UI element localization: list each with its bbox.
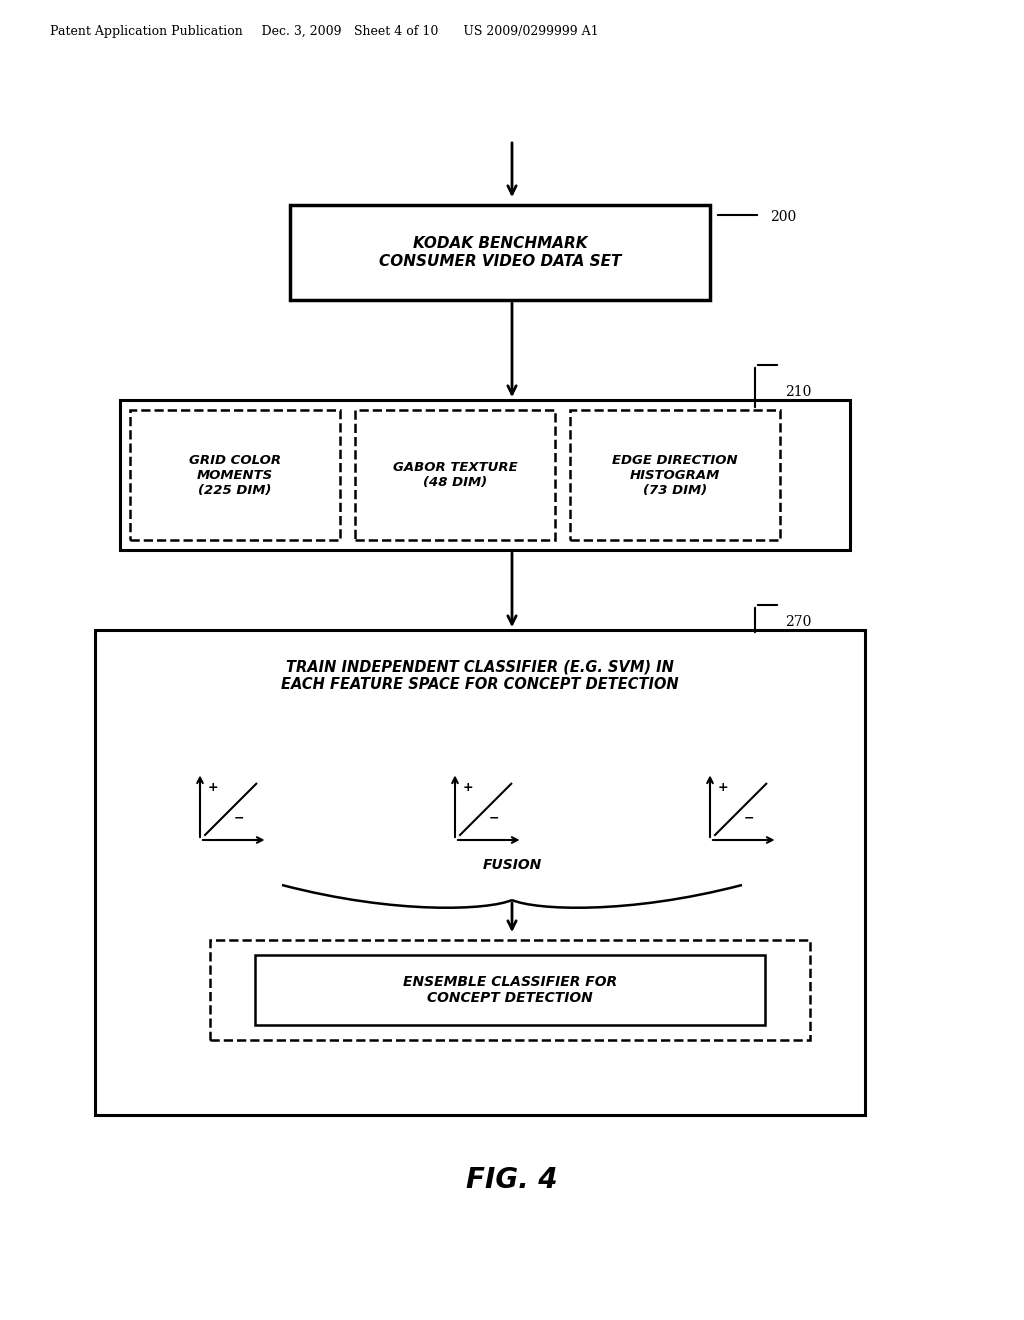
Text: EDGE DIRECTION
HISTOGRAM
(73 DIM): EDGE DIRECTION HISTOGRAM (73 DIM) (612, 454, 738, 496)
Text: +: + (463, 781, 474, 795)
Text: 270: 270 (785, 615, 811, 630)
FancyBboxPatch shape (210, 940, 810, 1040)
Text: FUSION: FUSION (482, 858, 542, 873)
Text: ENSEMBLE CLASSIFIER FOR
CONCEPT DETECTION: ENSEMBLE CLASSIFIER FOR CONCEPT DETECTIO… (402, 975, 617, 1005)
Text: GRID COLOR
MOMENTS
(225 DIM): GRID COLOR MOMENTS (225 DIM) (189, 454, 281, 496)
FancyBboxPatch shape (290, 205, 710, 300)
Text: −: − (743, 812, 755, 825)
Text: Patent Application Publication   Dec. 3, 2009  Sheet 4 of 10    US 2009/0299999 : Patent Application Publication Dec. 3, 2… (50, 25, 599, 38)
Text: 200: 200 (770, 210, 797, 224)
FancyBboxPatch shape (130, 411, 340, 540)
Text: −: − (233, 812, 245, 825)
Text: +: + (718, 781, 729, 795)
Text: +: + (208, 781, 219, 795)
Text: −: − (488, 812, 500, 825)
Text: GABOR TEXTURE
(48 DIM): GABOR TEXTURE (48 DIM) (392, 461, 517, 488)
FancyBboxPatch shape (95, 630, 865, 1115)
Text: FIG. 4: FIG. 4 (466, 1166, 558, 1195)
Text: 210: 210 (785, 385, 811, 399)
FancyBboxPatch shape (355, 411, 555, 540)
Text: KODAK BENCHMARK
CONSUMER VIDEO DATA SET: KODAK BENCHMARK CONSUMER VIDEO DATA SET (379, 236, 622, 269)
Text: TRAIN INDEPENDENT CLASSIFIER (E.G. SVM) IN
EACH FEATURE SPACE FOR CONCEPT DETECT: TRAIN INDEPENDENT CLASSIFIER (E.G. SVM) … (282, 660, 679, 693)
FancyBboxPatch shape (255, 954, 765, 1026)
FancyBboxPatch shape (120, 400, 850, 550)
FancyBboxPatch shape (570, 411, 780, 540)
